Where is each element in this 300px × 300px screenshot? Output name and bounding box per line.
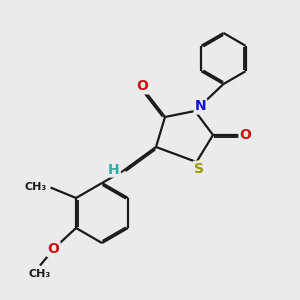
Text: CH₃: CH₃ <box>25 182 47 192</box>
Text: O: O <box>136 80 148 93</box>
Text: O: O <box>239 128 251 142</box>
Text: N: N <box>195 100 206 113</box>
Text: S: S <box>194 162 204 176</box>
Text: O: O <box>48 242 59 256</box>
Text: CH₃: CH₃ <box>29 269 51 279</box>
Text: H: H <box>108 163 120 176</box>
